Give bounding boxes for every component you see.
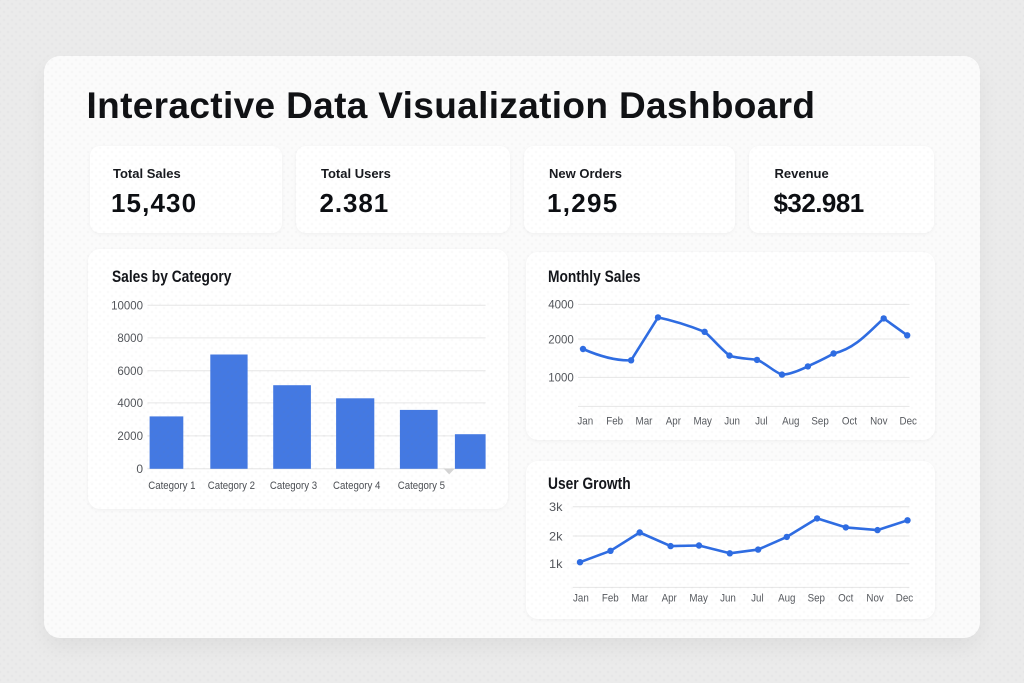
svg-text:Aug: Aug — [782, 416, 799, 428]
svg-text:Jan: Jan — [573, 592, 589, 604]
svg-text:2000: 2000 — [117, 429, 143, 443]
svg-text:Sep: Sep — [808, 592, 825, 604]
svg-text:Sep: Sep — [811, 416, 828, 428]
svg-text:Category 5: Category 5 — [398, 480, 445, 492]
svg-text:Jul: Jul — [751, 592, 764, 604]
svg-text:May: May — [693, 416, 712, 428]
svg-text:Feb: Feb — [602, 592, 619, 604]
svg-text:Dec: Dec — [900, 416, 918, 428]
svg-text:0: 0 — [136, 462, 143, 476]
svg-text:1k: 1k — [549, 557, 564, 571]
svg-text:Aug: Aug — [778, 592, 795, 604]
svg-text:Jan: Jan — [577, 416, 593, 428]
svg-text:4000: 4000 — [117, 396, 143, 410]
svg-text:Category 1: Category 1 — [148, 480, 195, 492]
svg-text:4000: 4000 — [548, 298, 574, 312]
svg-text:Jun: Jun — [724, 416, 740, 428]
svg-text:8000: 8000 — [117, 331, 143, 345]
svg-text:Nov: Nov — [870, 416, 888, 428]
svg-text:3k: 3k — [549, 500, 564, 514]
svg-text:May: May — [689, 592, 708, 604]
svg-text:Oct: Oct — [838, 592, 853, 604]
svg-text:Mar: Mar — [636, 416, 653, 428]
svg-text:Category 2: Category 2 — [208, 480, 255, 492]
svg-text:Jun: Jun — [720, 592, 736, 604]
svg-text:Jul: Jul — [755, 416, 768, 428]
svg-text:Dec: Dec — [896, 592, 914, 604]
svg-text:1000: 1000 — [548, 371, 574, 385]
svg-text:Feb: Feb — [606, 416, 623, 428]
svg-text:2k: 2k — [549, 529, 564, 543]
svg-text:Category 3: Category 3 — [270, 480, 317, 492]
svg-text:Nov: Nov — [866, 592, 884, 604]
svg-text:Oct: Oct — [842, 416, 857, 428]
svg-text:Apr: Apr — [666, 416, 681, 428]
svg-text:10000: 10000 — [111, 299, 143, 313]
svg-text:6000: 6000 — [117, 364, 143, 378]
svg-text:Mar: Mar — [631, 592, 648, 604]
svg-text:2000: 2000 — [548, 332, 574, 346]
svg-text:Apr: Apr — [662, 592, 677, 604]
svg-text:Category 4: Category 4 — [333, 480, 380, 492]
